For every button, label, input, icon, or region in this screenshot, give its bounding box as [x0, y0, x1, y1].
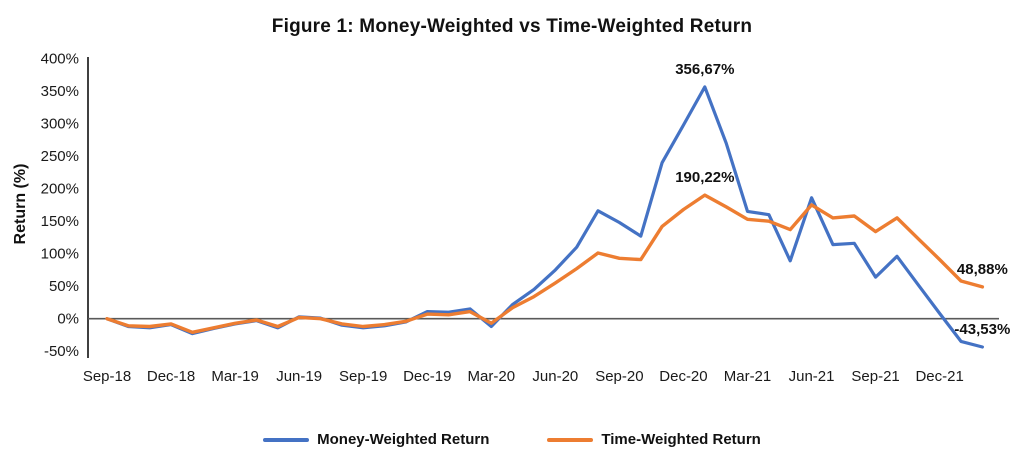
money-weighted-line-swatch [263, 437, 310, 442]
legend-label-time-weighted: Time-Weighted Return [601, 431, 761, 448]
data-label: -43,53% [954, 321, 1010, 338]
x-tick-label: Jun-21 [789, 368, 835, 385]
x-tick-label: Jun-20 [532, 368, 578, 385]
x-tick-label: Jun-19 [276, 368, 322, 385]
time-weighted-return-line [105, 193, 985, 334]
x-tick-label: Mar-20 [468, 368, 516, 385]
data-label: 190,22% [675, 169, 734, 186]
y-axis-title: Return (%) [12, 163, 29, 245]
legend-label-money-weighted: Money-Weighted Return [317, 431, 490, 448]
y-tick-label: 250% [41, 148, 79, 165]
y-tick-label: 350% [41, 83, 79, 100]
x-tick-label: Dec-20 [659, 368, 707, 385]
x-tick-label: Dec-21 [915, 368, 963, 385]
x-tick-label: Dec-19 [403, 368, 451, 385]
x-tick-label: Sep-20 [595, 368, 643, 385]
legend-item-money-weighted: Money-Weighted Return [263, 431, 489, 448]
y-tick-label: -50% [44, 343, 79, 360]
x-tick-label: Sep-18 [83, 368, 131, 385]
y-tick-label: 150% [41, 213, 79, 230]
x-tick-label: Sep-21 [851, 368, 899, 385]
y-tick-label: 200% [41, 181, 79, 198]
y-tick-label: 0% [57, 311, 79, 328]
data-label: 356,67% [675, 61, 734, 78]
x-tick-label: Sep-19 [339, 368, 387, 385]
y-tick-label: 50% [49, 278, 79, 295]
y-tick-label: 300% [41, 116, 79, 133]
data-label: 48,88% [957, 261, 1008, 278]
x-tick-label: Mar-19 [211, 368, 259, 385]
legend-item-time-weighted: Time-Weighted Return [547, 431, 761, 448]
legend: Money-Weighted Return Time-Weighted Retu… [0, 431, 1024, 448]
y-tick-label: 100% [41, 246, 79, 263]
x-tick-label: Dec-18 [147, 368, 195, 385]
chart-title: Figure 1: Money-Weighted vs Time-Weighte… [271, 16, 753, 37]
y-tick-label: 400% [41, 51, 79, 68]
time-weighted-line-swatch [547, 437, 594, 442]
x-tick-label: Mar-21 [724, 368, 772, 385]
